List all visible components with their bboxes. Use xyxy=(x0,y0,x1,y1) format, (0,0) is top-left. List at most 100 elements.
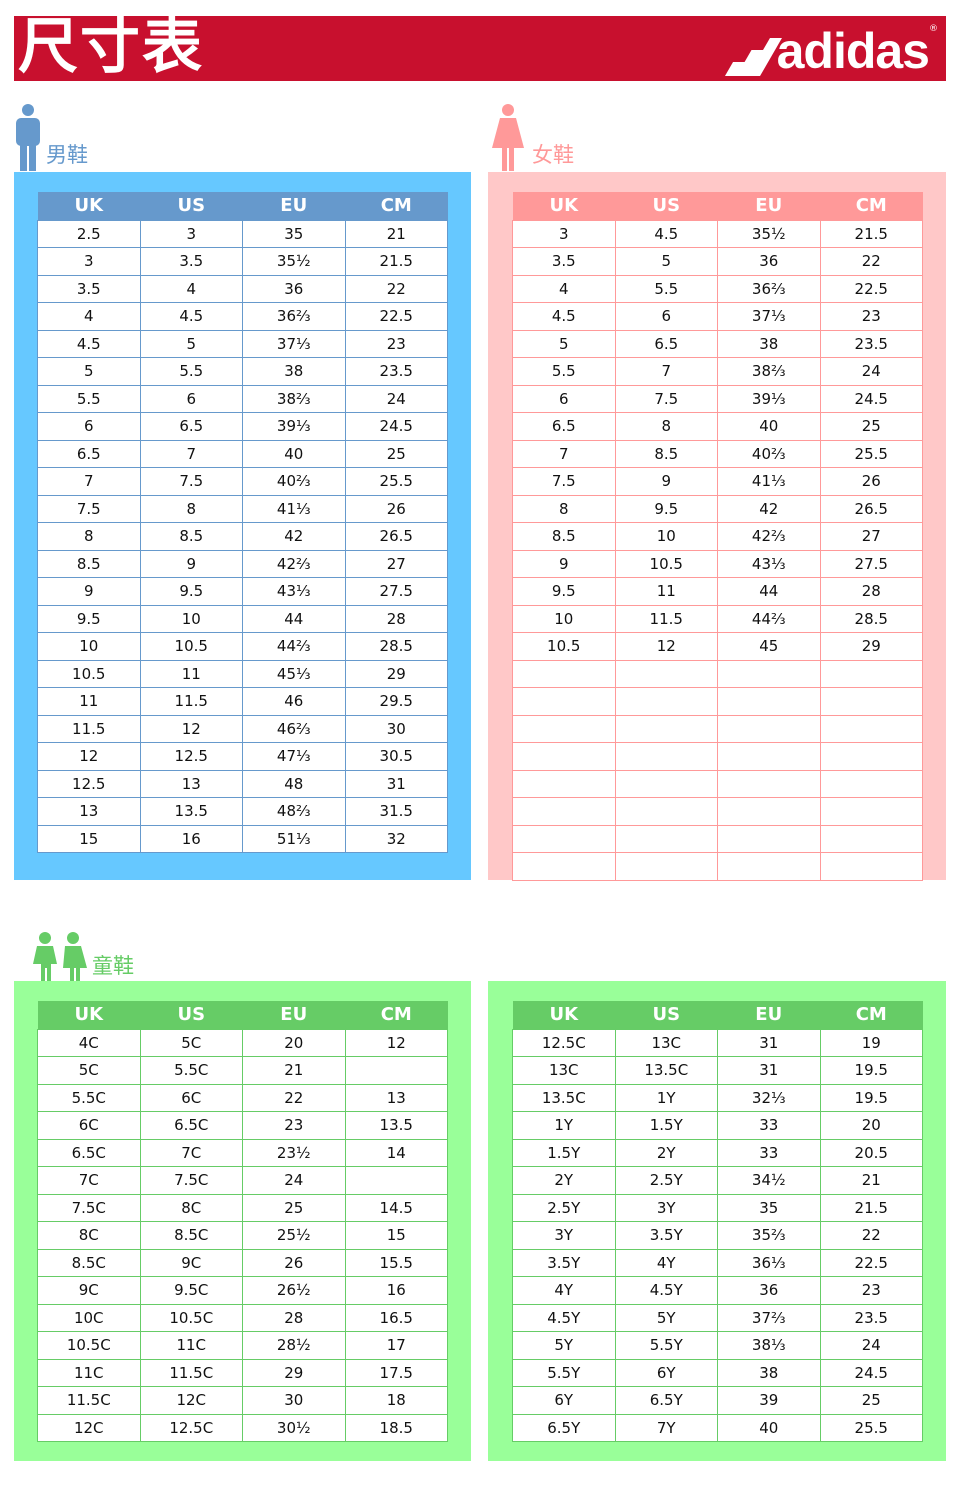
cell-uk: 2Y xyxy=(512,1166,616,1195)
cell-us: 4.5Y xyxy=(614,1276,718,1305)
cell-uk: 6.5 xyxy=(37,439,141,468)
table-row: 11C 11.5C 29 17.5 xyxy=(37,1358,448,1387)
cell-us: 8 xyxy=(139,494,243,523)
table-row: 12C 12.5C 30½ 18.5 xyxy=(37,1413,448,1442)
cell-uk: 9.5 xyxy=(512,577,616,606)
cell-eu: 48⅔ xyxy=(242,797,346,826)
cell-eu: 46⅔ xyxy=(242,714,346,743)
cell-us: 12C xyxy=(139,1386,243,1415)
cell-cm: 21.5 xyxy=(819,219,923,248)
column-header-eu: EU xyxy=(242,1001,345,1029)
cell-us xyxy=(614,714,718,743)
cell-us: 6 xyxy=(139,384,243,413)
cell-eu: 21 xyxy=(242,1056,346,1085)
header-row: UK US EU CM xyxy=(37,1001,448,1029)
cell-us: 1Y xyxy=(614,1083,718,1112)
cell-eu: 43⅓ xyxy=(717,549,821,578)
cell-us: 10.5C xyxy=(139,1303,243,1332)
table-row: 9.5 10 44 28 xyxy=(37,604,448,633)
cell-cm: 22.5 xyxy=(344,302,448,331)
table-row: 7.5 8 41⅓ 26 xyxy=(37,494,448,523)
column-header-us: US xyxy=(615,192,718,220)
cell-uk: 11 xyxy=(37,687,141,716)
table-row: 5.5 7 38⅔ 24 xyxy=(512,357,923,386)
cell-cm: 23.5 xyxy=(819,1303,923,1332)
table-row xyxy=(512,824,923,853)
cell-us: 10 xyxy=(139,604,243,633)
cell-us: 7Y xyxy=(614,1413,718,1442)
cell-cm xyxy=(819,687,923,716)
cell-us: 6.5 xyxy=(139,412,243,441)
cell-eu: 25 xyxy=(242,1193,346,1222)
cell-uk: 7 xyxy=(37,467,141,496)
cell-cm: 25.5 xyxy=(819,439,923,468)
table-row: 1Y 1.5Y 33 20 xyxy=(512,1111,923,1140)
cell-us: 4 xyxy=(139,274,243,303)
cell-uk: 12.5 xyxy=(37,769,141,798)
kids-panel-left: UK US EU CM 4C 5C 20 12 5C 5.5C 21 5.5C 6C 22 13 6C 6.5C… xyxy=(14,981,471,1461)
table-row: 10.5 12 45 29 xyxy=(512,632,923,661)
cell-uk: 3 xyxy=(512,219,616,248)
cell-us: 11.5 xyxy=(139,687,243,716)
cell-eu: 36 xyxy=(717,1276,821,1305)
table-row: 8C 8.5C 25½ 15 xyxy=(37,1221,448,1250)
column-header-eu: EU xyxy=(717,1001,820,1029)
table-row: 5.5C 6C 22 13 xyxy=(37,1083,448,1112)
adidas-logo: adidas ® xyxy=(724,24,938,76)
cell-uk: 4.5Y xyxy=(512,1303,616,1332)
cell-cm: 31 xyxy=(344,769,448,798)
cell-eu: 48 xyxy=(242,769,346,798)
cell-us: 11.5 xyxy=(614,604,718,633)
column-header-cm: CM xyxy=(820,192,923,220)
column-header-us: US xyxy=(140,1001,243,1029)
cell-eu: 33 xyxy=(717,1111,821,1140)
cell-uk: 3Y xyxy=(512,1221,616,1250)
cell-cm xyxy=(819,852,923,881)
cell-eu: 46 xyxy=(242,687,346,716)
table-row: 2Y 2.5Y 34½ 21 xyxy=(512,1166,923,1195)
table-row: 13.5C 1Y 32⅓ 19.5 xyxy=(512,1083,923,1112)
cell-cm: 24 xyxy=(819,1331,923,1360)
table-row xyxy=(512,852,923,881)
woman-icon xyxy=(492,104,524,171)
cell-eu: 37⅔ xyxy=(717,1303,821,1332)
cell-uk: 13.5C xyxy=(512,1083,616,1112)
table-row xyxy=(512,797,923,826)
cell-uk: 10 xyxy=(37,632,141,661)
table-row: 2.5 3 35 21 xyxy=(37,219,448,248)
cell-uk xyxy=(512,852,616,881)
cell-us: 7.5C xyxy=(139,1166,243,1195)
header-row: UK US EU CM xyxy=(37,192,448,220)
cell-us: 11 xyxy=(614,577,718,606)
table-row: 4 4.5 36⅔ 22.5 xyxy=(37,302,448,331)
cell-uk: 11C xyxy=(37,1358,141,1387)
table-row: 10 10.5 44⅔ 28.5 xyxy=(37,632,448,661)
cell-us: 3.5 xyxy=(139,247,243,276)
cell-eu: 38⅔ xyxy=(717,357,821,386)
cell-cm xyxy=(819,797,923,826)
cell-us: 11 xyxy=(139,659,243,688)
cell-uk: 8.5 xyxy=(37,549,141,578)
cell-eu: 42⅔ xyxy=(717,522,821,551)
table-row: 5.5Y 6Y 38 24.5 xyxy=(512,1358,923,1387)
cell-us: 8 xyxy=(614,412,718,441)
cell-cm: 27.5 xyxy=(819,549,923,578)
cell-uk: 6.5C xyxy=(37,1138,141,1167)
table-row: 12.5 13 48 31 xyxy=(37,769,448,798)
cell-cm: 19.5 xyxy=(819,1056,923,1085)
cell-cm: 24.5 xyxy=(819,1358,923,1387)
header-row: UK US EU CM xyxy=(512,1001,923,1029)
cell-cm: 28.5 xyxy=(344,632,448,661)
children-icon xyxy=(33,932,87,982)
cell-eu: 35 xyxy=(242,219,346,248)
cell-uk xyxy=(512,659,616,688)
cell-eu: 37⅓ xyxy=(242,329,346,358)
cell-eu: 36⅓ xyxy=(717,1248,821,1277)
cell-us xyxy=(614,769,718,798)
cell-cm: 16 xyxy=(344,1276,448,1305)
table-row: 5.5 6 38⅔ 24 xyxy=(37,384,448,413)
table-row: 7 7.5 40⅔ 25.5 xyxy=(37,467,448,496)
table-row: 7C 7.5C 24 xyxy=(37,1166,448,1195)
cell-cm: 26.5 xyxy=(344,522,448,551)
cell-eu: 31 xyxy=(717,1028,821,1057)
